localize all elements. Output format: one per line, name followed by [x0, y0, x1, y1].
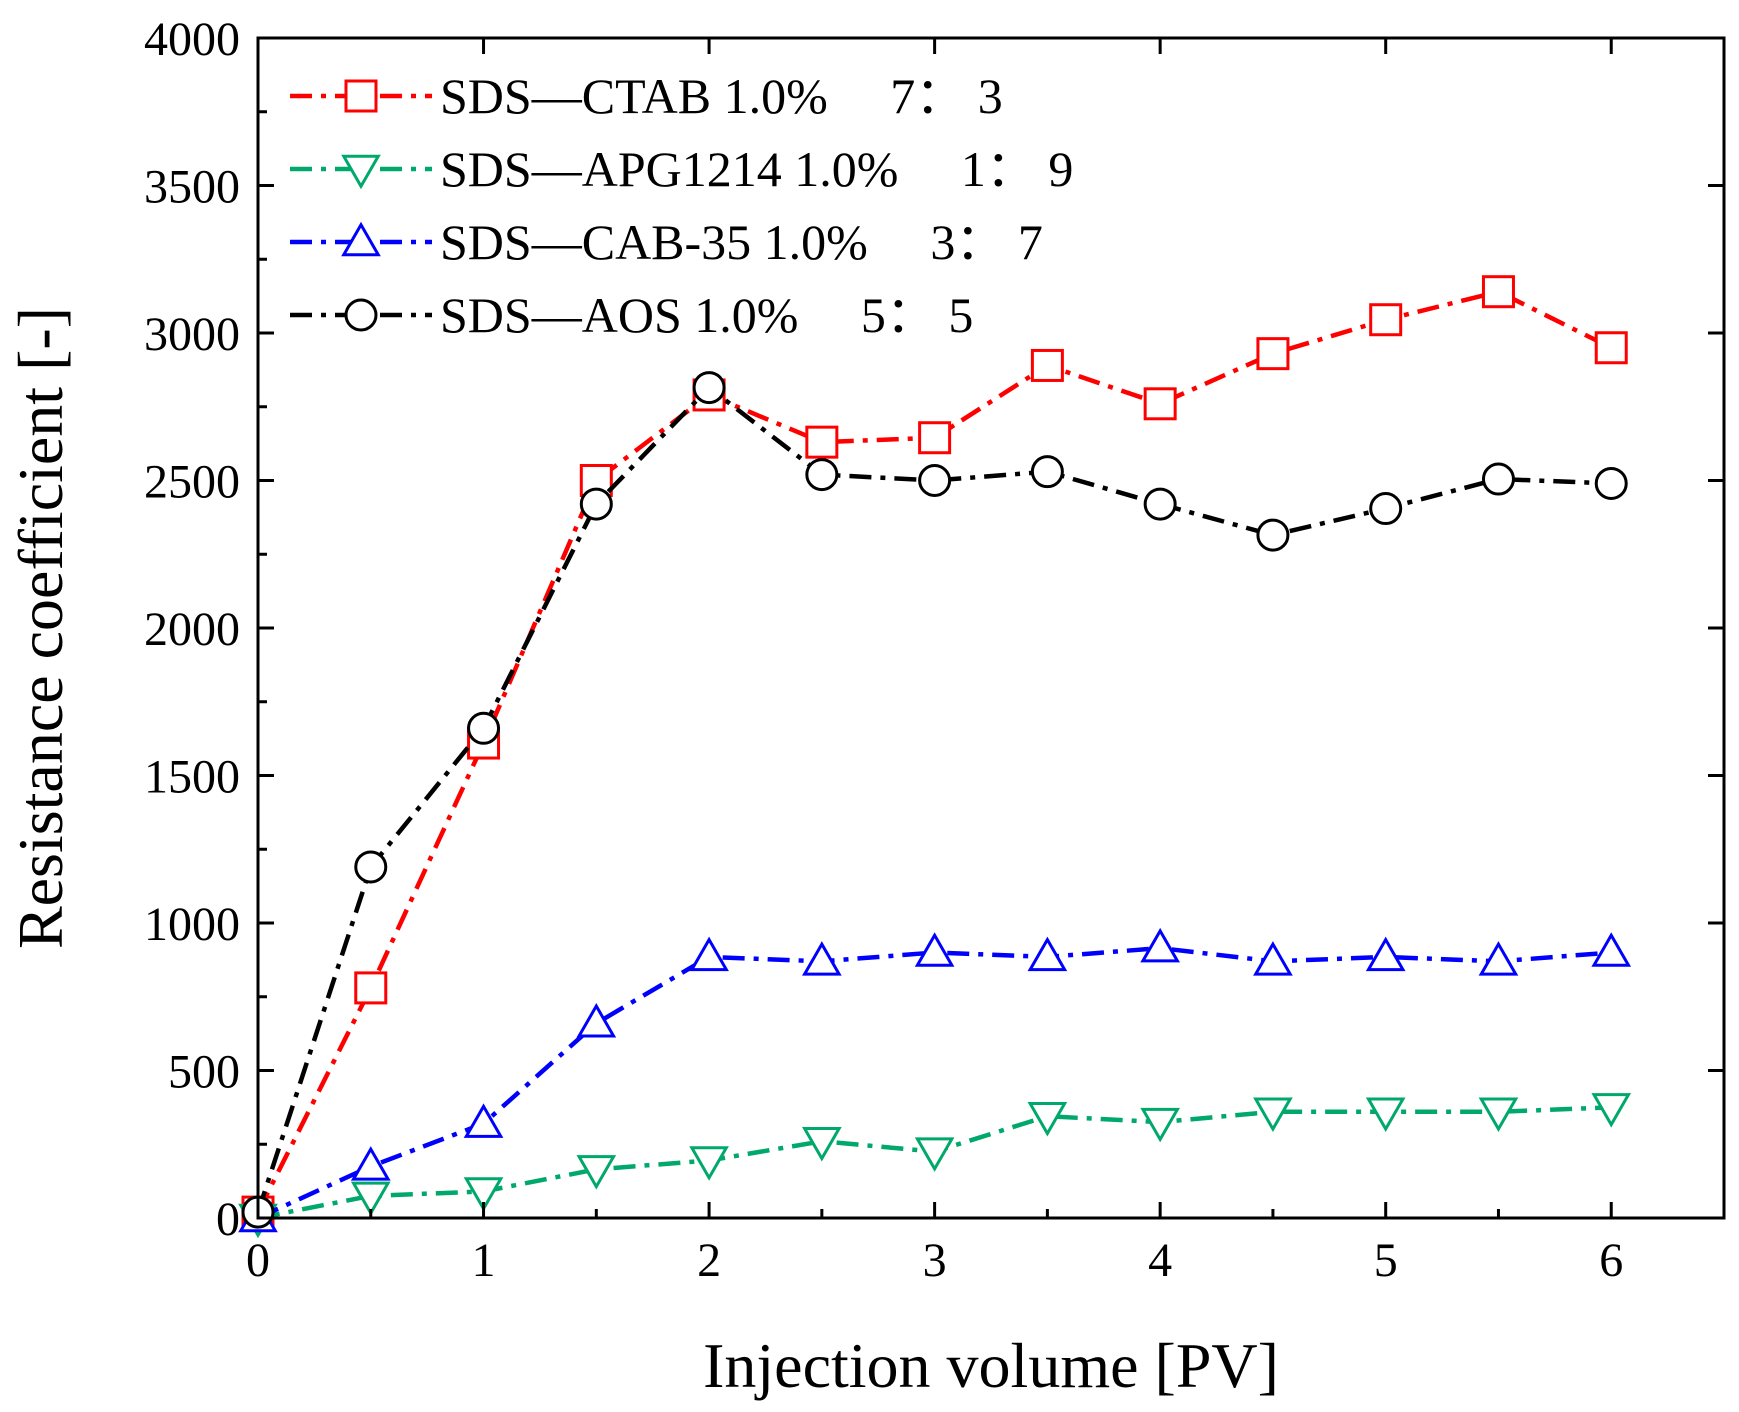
- series-line: [257, 945, 1612, 1221]
- data-point: [918, 464, 952, 497]
- data-point: [1369, 492, 1403, 526]
- data-point: [1140, 1107, 1180, 1143]
- data-point: [579, 487, 613, 521]
- legend-entry: SDS—CTAB 1.0% 7： 3: [290, 68, 1003, 124]
- legend-label: SDS—CAB-35 1.0% 3： 7: [440, 214, 1043, 270]
- legend-label: SDS—CTAB 1.0% 7： 3: [440, 68, 1003, 124]
- data-point: [689, 1146, 729, 1181]
- data-point: [1591, 1093, 1632, 1128]
- data-point: [1478, 941, 1519, 976]
- data-point: [914, 1137, 955, 1172]
- plot-content: [238, 275, 1632, 1239]
- legend-marker: [344, 298, 378, 332]
- data-point: [1594, 466, 1628, 500]
- data-point: [350, 1146, 391, 1181]
- data-point: [689, 936, 729, 972]
- y-tick-label: 1000: [144, 898, 240, 951]
- data-point: [463, 1177, 504, 1212]
- legend-entry: SDS—CAB-35 1.0% 3： 7: [290, 214, 1043, 270]
- legend: SDS—CTAB 1.0% 7： 3 SDS—APG1214 1.0% 1： 9 S…: [290, 68, 1073, 343]
- data-point: [463, 1103, 504, 1138]
- series-triangle-up: [238, 927, 1632, 1233]
- data-point: [805, 425, 839, 459]
- data-point: [1253, 941, 1293, 976]
- data-point: [1481, 275, 1515, 309]
- y-axis-title: Resistance coefficient [-]: [5, 307, 76, 949]
- data-point: [1027, 1101, 1068, 1137]
- x-tick-label: 0: [246, 1234, 270, 1287]
- y-tick-label: 1500: [144, 751, 240, 804]
- series-circle: [241, 371, 1628, 1229]
- data-point: [1369, 303, 1403, 337]
- data-point: [802, 941, 842, 976]
- data-point: [1594, 331, 1628, 365]
- data-point: [350, 1181, 391, 1217]
- legend-entry: SDS—APG1214 1.0% 1： 9: [290, 141, 1073, 197]
- data-point: [354, 850, 388, 884]
- y-tick-label: 3500: [144, 161, 240, 214]
- data-point: [1030, 455, 1064, 489]
- data-point: [1143, 487, 1177, 521]
- x-tick-label: 1: [472, 1234, 496, 1287]
- y-tick-label: 2500: [144, 456, 240, 509]
- data-point: [354, 971, 388, 1005]
- data-point: [692, 371, 726, 405]
- data-point: [914, 932, 955, 967]
- data-point: [576, 1003, 617, 1038]
- x-tick-label: 5: [1374, 1234, 1398, 1287]
- data-point: [467, 711, 501, 745]
- series-line: [255, 384, 1612, 1213]
- data-point: [1481, 462, 1515, 496]
- series-square: [241, 275, 1628, 1229]
- y-tick-label: 0: [216, 1193, 240, 1246]
- x-axis-title: Injection volume [PV]: [703, 1330, 1279, 1401]
- data-point: [1365, 936, 1406, 972]
- x-tick-label: 6: [1599, 1234, 1623, 1287]
- x-tick-label: 2: [697, 1234, 721, 1287]
- data-point: [1256, 337, 1290, 371]
- data-point: [1253, 1097, 1293, 1133]
- data-point: [1143, 387, 1177, 421]
- legend-marker: [341, 154, 381, 190]
- y-tick-label: 3000: [144, 308, 240, 361]
- axes: 0 1 2 3 4 5 6 0 500 1000 1500 2000 2500 3000 3500 4000: [144, 13, 1724, 1287]
- legend-label: SDS—AOS 1.0% 5： 5: [440, 287, 973, 343]
- y-tick-label: 500: [168, 1046, 240, 1099]
- data-point: [1591, 932, 1632, 967]
- data-point: [802, 1127, 842, 1162]
- data-point: [1478, 1097, 1519, 1133]
- series-triangle-down: [238, 1093, 1632, 1239]
- y-tick-label: 4000: [144, 13, 240, 66]
- legend-label: SDS—APG1214 1.0% 1： 9: [440, 141, 1073, 197]
- data-point: [1027, 936, 1068, 972]
- legend-entry: SDS—AOS 1.0% 5： 5: [290, 287, 973, 343]
- x-tick-label: 3: [923, 1234, 947, 1287]
- data-point: [576, 1155, 617, 1190]
- y-tick-label: 2000: [144, 603, 240, 656]
- data-point: [805, 458, 839, 492]
- data-point: [1140, 927, 1180, 963]
- data-point: [918, 421, 952, 455]
- legend-marker: [341, 221, 381, 257]
- data-point: [1365, 1097, 1406, 1133]
- x-tick-label: 4: [1148, 1234, 1172, 1287]
- legend-marker: [344, 79, 378, 113]
- data-point: [1256, 518, 1290, 552]
- data-point: [1030, 348, 1064, 382]
